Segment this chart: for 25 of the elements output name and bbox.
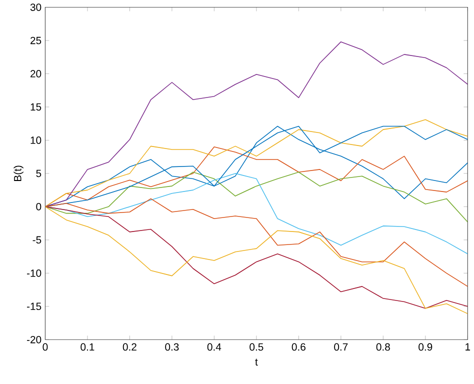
line-series: [45, 172, 468, 223]
x-tick-label: 0.8: [376, 343, 390, 351]
x-tick-label: 0.5: [250, 343, 264, 351]
y-tick-label: 25: [30, 36, 42, 44]
y-tick-label: -15: [27, 302, 42, 310]
y-tick-label: 15: [30, 104, 42, 111]
x-tick-label: 0.6: [292, 343, 306, 351]
x-tick-label: 0.7: [334, 343, 348, 351]
x-tick-label: 1: [466, 343, 470, 351]
x-tick-label: 0.3: [165, 343, 179, 351]
y-tick-label: -10: [27, 270, 42, 278]
y-axis-title: B(t): [14, 166, 24, 182]
y-tick-label: 10: [30, 136, 42, 144]
y-tick-label: 30: [30, 4, 42, 12]
x-tick-label: 0.1: [80, 343, 94, 351]
y-tick-label: 0: [36, 203, 42, 211]
x-tick-label: 0.9: [418, 343, 432, 351]
x-tick-label: 0.4: [207, 343, 222, 351]
y-tick-label: 5: [36, 170, 42, 178]
x-axis-title: t: [255, 358, 258, 366]
y-tick-label: -20: [27, 336, 42, 344]
y-tick-label: 20: [30, 70, 42, 78]
x-tick-label: 0.2: [122, 343, 136, 351]
x-tick-label: 0: [42, 343, 48, 351]
y-tick-label: -5: [32, 236, 42, 244]
